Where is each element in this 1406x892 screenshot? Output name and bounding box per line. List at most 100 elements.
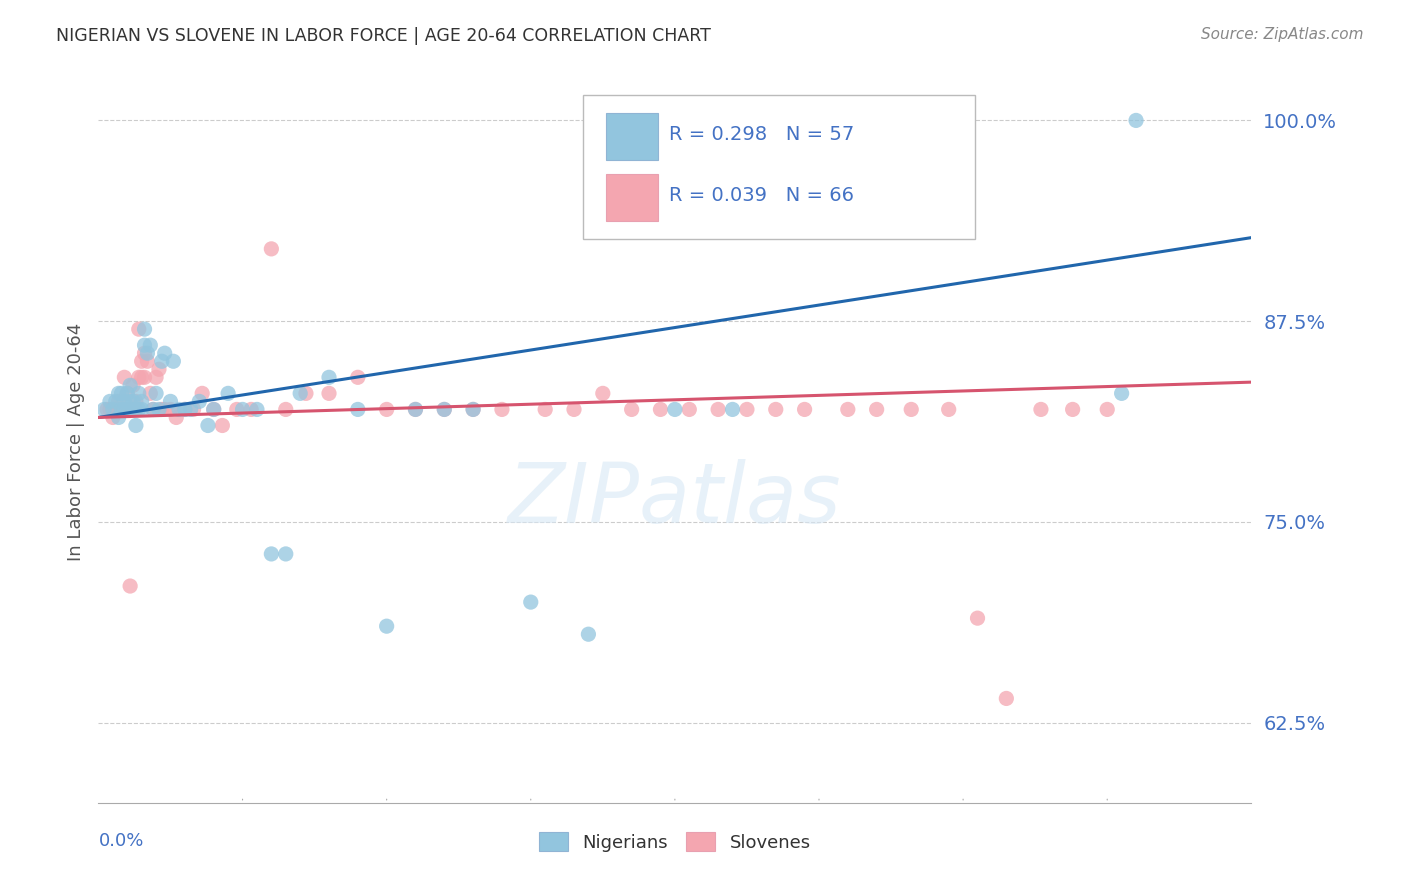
- Nigerians: [117, 386, 139, 401]
- Nigerians: [122, 402, 145, 417]
- Slovenes: [211, 418, 233, 433]
- Nigerians: [461, 402, 484, 417]
- Slovenes: [148, 362, 170, 376]
- Slovenes: [1097, 402, 1119, 417]
- Slovenes: [260, 242, 283, 256]
- Bar: [606, 112, 658, 160]
- Slovenes: [938, 402, 960, 417]
- Legend: Nigerians, Slovenes: Nigerians, Slovenes: [531, 825, 818, 859]
- Nigerians: [112, 394, 135, 409]
- Slovenes: [240, 402, 263, 417]
- Slovenes: [159, 402, 181, 417]
- Text: R = 0.039   N = 66: R = 0.039 N = 66: [669, 186, 853, 205]
- Nigerians: [122, 394, 145, 409]
- Slovenes: [491, 402, 513, 417]
- Slovenes: [966, 611, 988, 625]
- Slovenes: [650, 402, 672, 417]
- Slovenes: [120, 579, 142, 593]
- Slovenes: [1029, 402, 1052, 417]
- Text: ZIPatlas: ZIPatlas: [508, 458, 842, 540]
- Nigerians: [202, 402, 225, 417]
- Nigerians: [217, 386, 239, 401]
- Nigerians: [131, 402, 153, 417]
- Nigerians: [134, 322, 156, 336]
- Nigerians: [120, 378, 142, 392]
- Text: 0.0%: 0.0%: [98, 831, 143, 850]
- Slovenes: [131, 354, 153, 368]
- Slovenes: [837, 402, 859, 417]
- Nigerians: [107, 386, 129, 401]
- Nigerians: [188, 394, 211, 409]
- Nigerians: [721, 402, 744, 417]
- Slovenes: [707, 402, 730, 417]
- Nigerians: [93, 402, 115, 417]
- Nigerians: [112, 402, 135, 417]
- Nigerians: [246, 402, 269, 417]
- Nigerians: [145, 386, 167, 401]
- Slovenes: [534, 402, 557, 417]
- Slovenes: [136, 354, 159, 368]
- Slovenes: [405, 402, 427, 417]
- Slovenes: [866, 402, 889, 417]
- Slovenes: [562, 402, 585, 417]
- Slovenes: [96, 402, 118, 417]
- Slovenes: [678, 402, 700, 417]
- Nigerians: [174, 402, 197, 417]
- Bar: [606, 174, 658, 221]
- Slovenes: [128, 322, 150, 336]
- Nigerians: [346, 402, 368, 417]
- Slovenes: [318, 386, 340, 401]
- Slovenes: [122, 402, 145, 417]
- Nigerians: [231, 402, 254, 417]
- Slovenes: [117, 402, 139, 417]
- Nigerians: [1125, 113, 1147, 128]
- Slovenes: [765, 402, 787, 417]
- Nigerians: [125, 418, 148, 433]
- Slovenes: [122, 378, 145, 392]
- Slovenes: [995, 691, 1018, 706]
- Nigerians: [153, 346, 176, 360]
- Nigerians: [260, 547, 283, 561]
- Nigerians: [180, 402, 202, 417]
- Slovenes: [150, 402, 173, 417]
- Slovenes: [139, 386, 162, 401]
- Slovenes: [174, 402, 197, 417]
- Slovenes: [98, 402, 121, 417]
- Nigerians: [1111, 386, 1133, 401]
- Slovenes: [142, 402, 165, 417]
- Text: NIGERIAN VS SLOVENE IN LABOR FORCE | AGE 20-64 CORRELATION CHART: NIGERIAN VS SLOVENE IN LABOR FORCE | AGE…: [56, 27, 711, 45]
- Nigerians: [318, 370, 340, 384]
- Slovenes: [346, 370, 368, 384]
- Slovenes: [125, 394, 148, 409]
- Nigerians: [197, 418, 219, 433]
- Slovenes: [620, 402, 643, 417]
- Nigerians: [107, 410, 129, 425]
- Slovenes: [128, 370, 150, 384]
- Nigerians: [98, 394, 121, 409]
- Text: R = 0.298   N = 57: R = 0.298 N = 57: [669, 125, 855, 144]
- Nigerians: [578, 627, 600, 641]
- Slovenes: [120, 402, 142, 417]
- Nigerians: [101, 402, 124, 417]
- Nigerians: [405, 402, 427, 417]
- Slovenes: [592, 386, 614, 401]
- Nigerians: [167, 402, 190, 417]
- Slovenes: [107, 394, 129, 409]
- Slovenes: [125, 402, 148, 417]
- Slovenes: [295, 386, 318, 401]
- Slovenes: [900, 402, 922, 417]
- Slovenes: [117, 386, 139, 401]
- Nigerians: [148, 402, 170, 417]
- Nigerians: [136, 346, 159, 360]
- Nigerians: [104, 394, 127, 409]
- Slovenes: [225, 402, 247, 417]
- Slovenes: [202, 402, 225, 417]
- Slovenes: [134, 346, 156, 360]
- Nigerians: [433, 402, 456, 417]
- Nigerians: [142, 402, 165, 417]
- Nigerians: [274, 547, 297, 561]
- Slovenes: [191, 386, 214, 401]
- Nigerians: [162, 354, 184, 368]
- Nigerians: [110, 386, 132, 401]
- Nigerians: [134, 338, 156, 352]
